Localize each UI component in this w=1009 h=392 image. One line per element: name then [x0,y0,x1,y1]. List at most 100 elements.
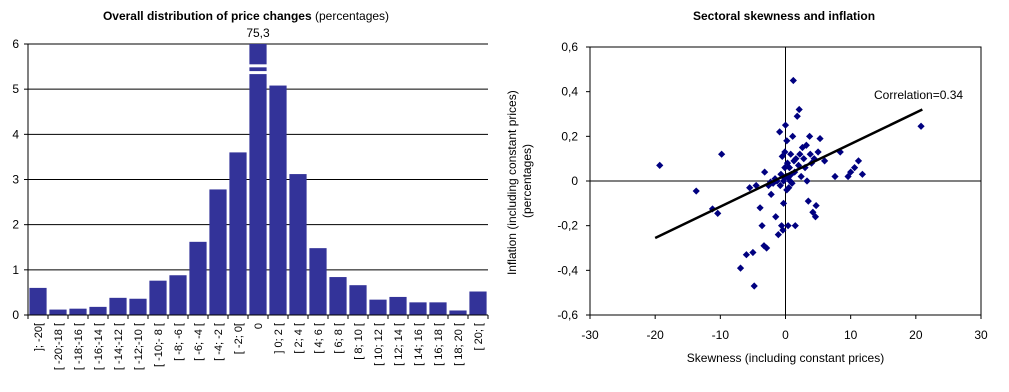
scatter-point [785,164,794,172]
scatter-point [714,209,722,217]
bar [309,248,327,315]
bar [109,297,127,315]
scatter-point [736,264,745,272]
bar-y-tick-label: 4 [12,127,19,141]
scatter-point [792,155,800,163]
bar [49,309,67,315]
scatter-point [797,172,805,181]
scatter-point [692,187,700,195]
bar-category-label: [ 14; 16 [ [413,323,425,366]
bar [389,296,407,315]
scatter-x-tick-label: 10 [844,328,858,342]
bar-y-tick-label: 2 [12,218,19,232]
bar [289,174,307,315]
bar [469,291,487,315]
bar-category-label: [ 8; 10 [ [353,323,365,360]
scatter-x-tick-label: 20 [909,328,923,342]
scatter-point [761,168,769,176]
bar [89,306,107,315]
scatter-point [814,148,822,156]
scatter-point [752,181,760,190]
scatter-point [772,213,780,221]
bar-category-label: ]; -20[ [33,323,45,351]
scatter-y-tick-label: -0,2 [557,219,578,233]
bar-axis-break [248,64,268,75]
bar-y-tick-label: 1 [12,263,19,277]
scatter-point [789,132,797,140]
scatter-point [749,248,757,257]
scatter-y-tick-label: -0,6 [557,308,578,322]
bar-annotation: 75,3 [246,26,270,40]
bar [329,277,347,315]
scatter-x-axis-label: Skewness (including constant prices) [687,351,884,365]
scatter-y-axis-label-line1: Inflation (including constant prices) [505,90,519,275]
scatter-y-tick-label: 0 [571,174,578,188]
bar-category-label: 0 [253,323,265,329]
scatter-point [803,177,811,185]
scatter-points [656,76,925,290]
bar-category-label: [ 18; 20 [ [453,323,465,366]
scatter-point [811,213,820,221]
scatter-point [781,121,790,129]
scatter-point [847,168,855,176]
scatter-y-axis-label: Inflation (including constant prices) (p… [505,87,534,275]
scatter-point [776,128,784,136]
scatter-point [742,251,750,259]
bar-break-mark [248,71,268,75]
scatter-chart-title: Sectoral skewness and inflation [693,9,875,23]
scatter-y-tick-label: 0,6 [561,40,578,54]
scatter-point [791,222,799,230]
bar-category-label: [ -10;- 8 [ [153,323,165,367]
scatter-point [786,177,794,185]
scatter-point [850,164,859,172]
scatter-point [778,152,786,161]
bar-category-label: [ -8; -6 [ [173,323,185,361]
scatter-point [788,179,796,187]
bar [429,302,447,315]
scatter-point [779,177,788,185]
scatter-point [787,150,795,158]
scatter-y-tick-label: -0,4 [557,263,578,277]
scatter-point [656,161,664,169]
scatter-x-tick-label: -10 [712,328,730,342]
scatter-chart: Sectoral skewness and inflation -0,6 -0,4… [505,9,988,365]
scatter-y-ticks: -0,6 -0,4 -0,2 0 0,2 0,4 0,6 [557,40,590,322]
bar-y-tick-label: 6 [12,37,19,51]
bar-category-label: [ 16; 18 [ [433,323,445,366]
scatter-point [779,226,787,234]
scatter-x-tick-label: -20 [646,328,664,342]
bar [189,241,207,315]
bar-category-label: [ -4; -2 [ [213,323,225,361]
scatter-point [831,172,839,181]
bar-category-label: [ -20;-18 [ [53,323,65,370]
scatter-point [763,244,771,252]
bar [249,44,267,315]
scatter-point [774,231,782,239]
scatter-point [800,155,808,163]
bar-y-tick-label: 5 [12,82,19,96]
bar-category-label: [ -6; -4 [ [193,323,205,361]
bar-chart-title: Overall distribution of price changes (p… [103,9,389,23]
scatter-point [812,201,820,210]
scatter-x-tick-label: -30 [581,328,599,342]
bar-category-label: [ 10; 12 [ [373,323,385,366]
bar-chart-subtitle: (percentages) [315,9,389,23]
bar-category-label: [ 4; 6 [ [313,323,325,354]
scatter-point [816,134,824,143]
bar-category-label: [ -18;-16 [ [73,323,85,370]
bar-category-label: ] 0; 2 [ [273,323,285,354]
bar [169,275,187,315]
scatter-point [806,132,814,140]
scatter-point [796,150,804,158]
bar-category-label: [ -12;-10 [ [133,323,145,370]
bar-x-axis [27,314,489,319]
scatter-point [795,105,803,114]
scatter-point [756,204,764,212]
bar-category-labels: ]; -20[ [ -20;-18 [ [ -18;-16 [ [ -16;-14 [… [33,323,485,370]
scatter-point [785,184,793,192]
bar-category-label: [ -16;-14 [ [93,323,105,370]
bar-y-ticks: 0 1 2 3 4 5 6 [12,37,29,322]
bar-category-label: [ 2; 4 [ [293,323,305,354]
scatter-y-axis-label-line2: (percentages) [520,144,534,218]
